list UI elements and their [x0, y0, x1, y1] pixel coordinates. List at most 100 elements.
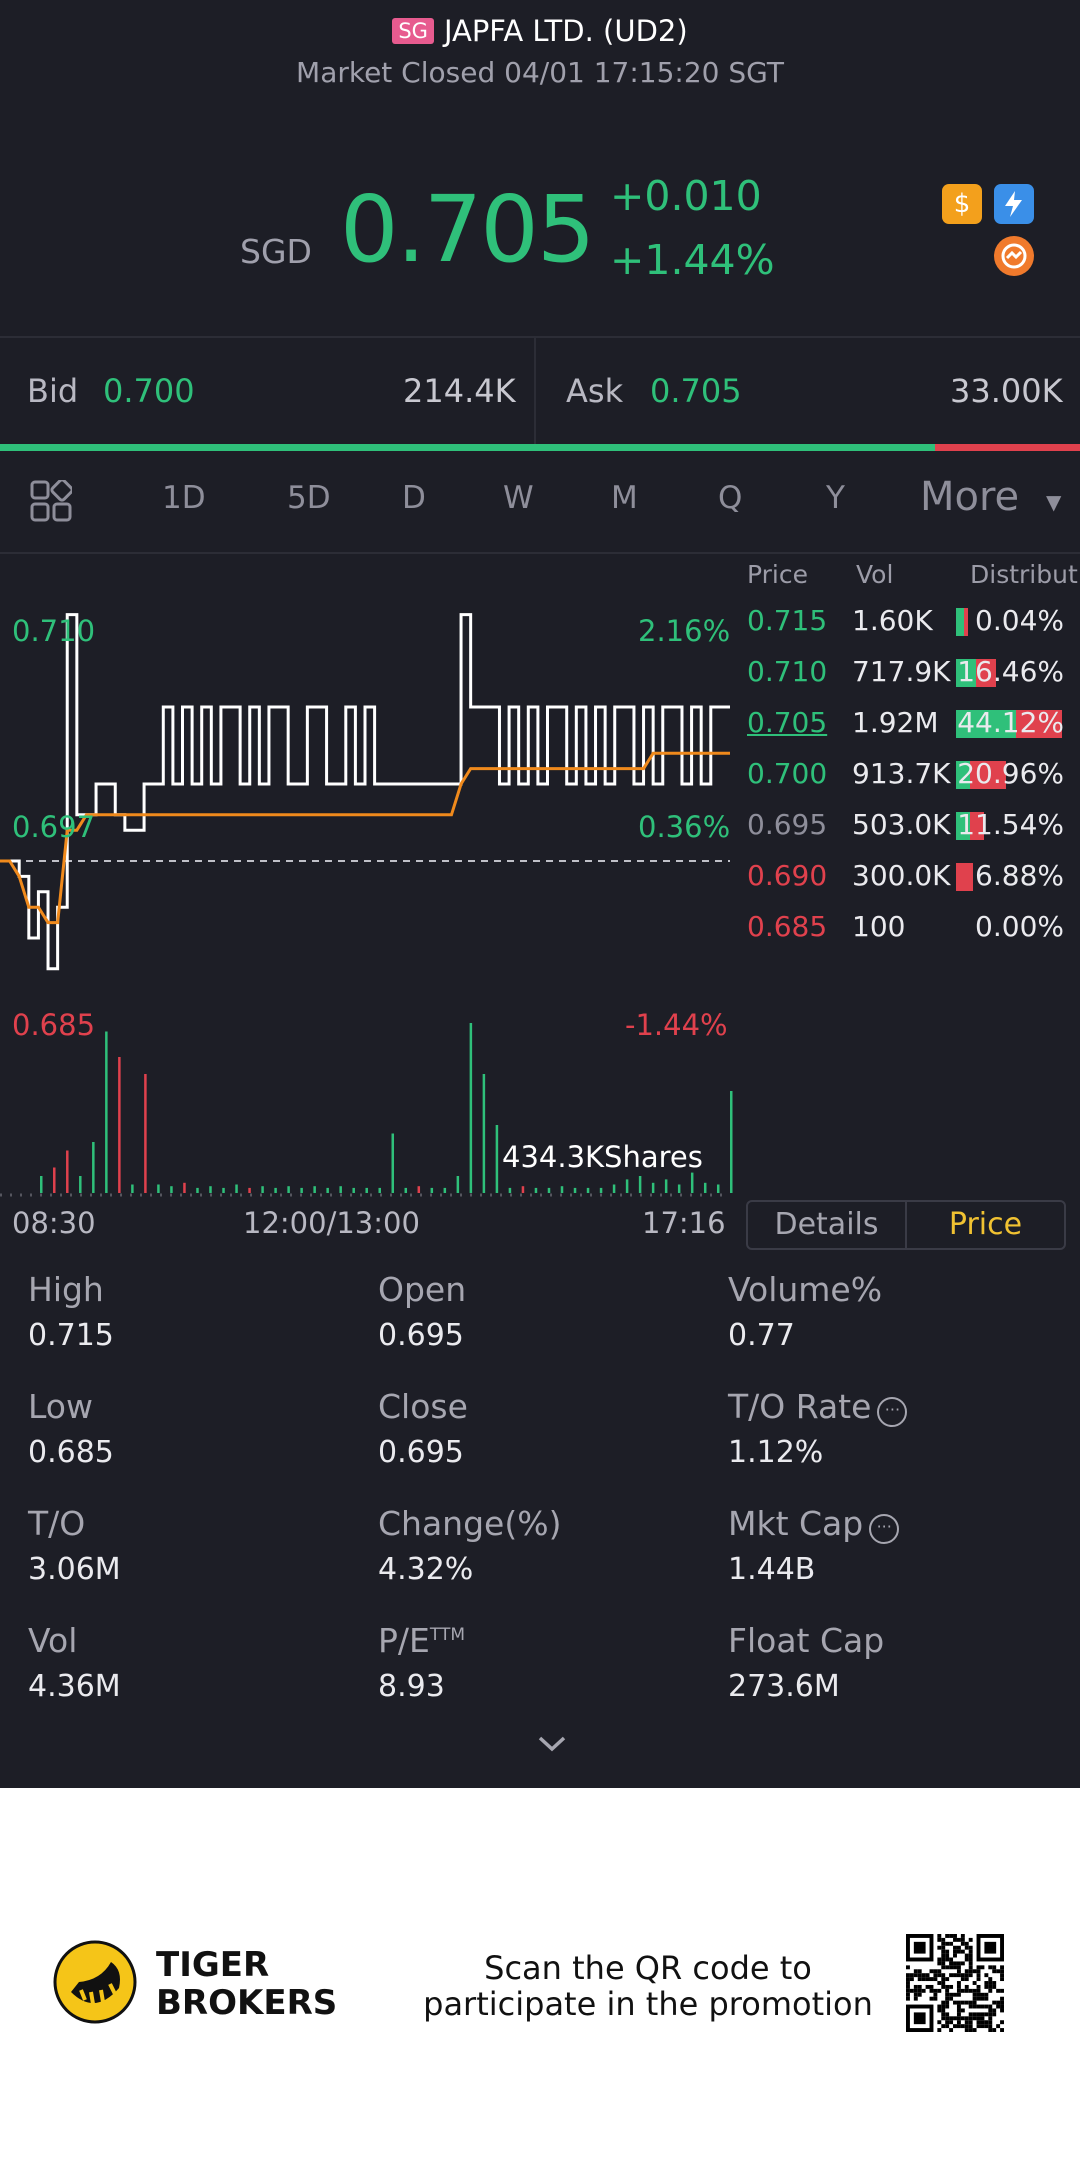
tab-m[interactable]: M	[611, 480, 638, 516]
volume-bar	[248, 1187, 251, 1193]
qr-module	[941, 1945, 946, 1950]
promo-line-1: Scan the QR code to	[484, 1949, 812, 1987]
qr-module	[976, 2016, 981, 2021]
qr-module	[988, 1984, 993, 1989]
qr-module	[945, 2000, 950, 2005]
dist-sell-segment	[956, 863, 973, 891]
qr-module	[941, 2016, 946, 2021]
qr-module	[953, 1973, 957, 1978]
details-tab[interactable]: Details	[748, 1202, 907, 1248]
qr-module	[976, 1992, 981, 1997]
tab-5d[interactable]: 5D	[287, 480, 331, 516]
chevron-down-icon[interactable]: ▼	[1046, 490, 1062, 514]
qr-module	[945, 1984, 950, 1989]
qr-module	[996, 2000, 1001, 2005]
stock-name: JAPFA LTD. (UD2)	[443, 14, 688, 48]
qr-finder	[913, 1941, 926, 1954]
stat-label-text: Float Cap	[728, 1621, 885, 1660]
info-icon[interactable]: ···	[869, 1514, 900, 1544]
qr-module	[956, 1937, 961, 1942]
qr-module	[988, 1981, 993, 1985]
grid-icon[interactable]	[30, 478, 74, 526]
panel-toggle: Details Price	[746, 1200, 1066, 1250]
qr-module	[968, 1937, 973, 1942]
tab-w[interactable]: W	[503, 480, 534, 516]
dist-buy-segment	[956, 659, 976, 687]
info-icon[interactable]: ···	[877, 1397, 908, 1427]
qr-module	[980, 2016, 985, 2021]
qr-module	[972, 1981, 977, 1985]
stat-label-text: Close	[378, 1387, 468, 1426]
ask-size: 33.00K	[950, 372, 1063, 410]
tab-y[interactable]: Y	[826, 480, 845, 516]
qr-module	[988, 2012, 993, 2017]
qr-module	[941, 1973, 946, 1978]
qr-module	[988, 2028, 993, 2032]
qr-module	[956, 1969, 961, 1974]
qr-module	[921, 1988, 926, 1993]
qr-module	[968, 1957, 973, 1962]
time-end-label: 17:16	[642, 1206, 726, 1240]
dist-buy-segment	[956, 812, 970, 840]
stat-label-text: High	[28, 1270, 104, 1309]
intraday-chart[interactable]	[0, 555, 735, 1200]
qr-module	[945, 2024, 950, 2029]
divider	[534, 338, 536, 444]
volume-bar	[378, 1187, 381, 1193]
ob-price: 0.685	[747, 910, 828, 943]
stat-label-text: T/O Rate	[728, 1387, 872, 1426]
ob-header-vol: Vol	[856, 560, 894, 589]
qr-module	[1000, 1996, 1004, 2001]
tab-q[interactable]: Q	[718, 480, 743, 516]
dollar-icon[interactable]: $	[942, 184, 982, 224]
qr-module	[956, 2004, 961, 2009]
stat-value: 273.6M	[728, 1669, 840, 1704]
ob-distribution-pct: 11.54%	[957, 808, 1064, 841]
qr-module	[941, 1937, 946, 1942]
qr-module	[968, 2016, 973, 2021]
qr-module	[1000, 2008, 1004, 2013]
price-tab[interactable]: Price	[948, 1207, 1023, 1242]
qr-module	[909, 1977, 914, 1982]
qr-module	[956, 2024, 961, 2029]
qr-module	[929, 1977, 934, 1982]
qr-module	[992, 2012, 997, 2017]
qr-module	[913, 1984, 918, 1989]
brand-line-1: TIGER	[156, 1945, 270, 1985]
swap-icon[interactable]	[994, 236, 1034, 276]
dist-sell-segment	[976, 659, 996, 687]
qr-module	[925, 1973, 930, 1978]
price-low-label: 0.685	[12, 1008, 96, 1042]
volume-bar	[118, 1057, 121, 1193]
qr-module	[964, 2024, 969, 2029]
qr-module	[937, 1961, 942, 1966]
tab-1d[interactable]: 1D	[162, 480, 206, 516]
qr-module	[956, 2016, 961, 2021]
stat-label: Low	[28, 1387, 93, 1426]
stat-label-text: Low	[28, 1387, 93, 1426]
tab-d[interactable]: D	[402, 480, 426, 516]
qr-module	[917, 1992, 922, 1997]
qr-module	[1000, 2020, 1004, 2025]
volume-bar	[196, 1187, 199, 1193]
qr-module	[976, 1977, 981, 1982]
qr-code-icon[interactable]	[906, 1934, 1004, 2032]
qr-module	[953, 1961, 957, 1966]
qr-module	[941, 2008, 946, 2013]
qr-module	[972, 2028, 977, 2032]
volume-bar	[170, 1186, 173, 1193]
stat-label: Vol	[28, 1621, 77, 1660]
qr-module	[960, 1961, 965, 1966]
ttm-superscript: TTM	[429, 1625, 466, 1645]
pct-high-label: 2.16%	[638, 614, 731, 648]
stat-value: 0.695	[378, 1435, 464, 1470]
qr-module	[964, 1977, 969, 1982]
qr-module	[988, 2004, 993, 2009]
qr-module	[972, 2004, 977, 2009]
expand-chevron-icon[interactable]	[536, 1734, 568, 1758]
ob-price: 0.690	[747, 859, 828, 892]
flash-icon[interactable]	[994, 184, 1034, 224]
volume-bar	[183, 1182, 186, 1193]
tab-more[interactable]: More	[920, 474, 1020, 520]
stock-title: SG JAPFA LTD. (UD2)	[0, 14, 1080, 48]
